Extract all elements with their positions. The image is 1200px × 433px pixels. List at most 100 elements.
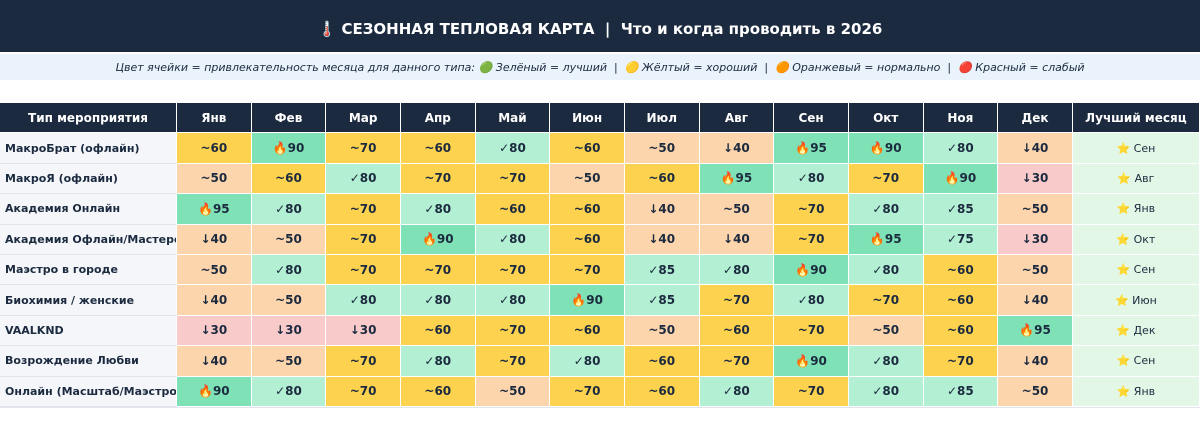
heat-cell: ~70 xyxy=(326,254,401,286)
heat-cell: ~60 xyxy=(550,224,625,255)
heat-cell: ~50 xyxy=(998,254,1073,286)
heat-cell: 🔥90 xyxy=(774,254,849,286)
heat-cell: 🔥90 xyxy=(774,346,849,377)
heat-cell: ✓80 xyxy=(848,194,924,225)
heat-cell: ↓40 xyxy=(177,285,252,316)
row-name: Академия Онлайн xyxy=(0,194,177,225)
best-month: ⭐ Янв xyxy=(1072,376,1200,407)
heat-cell: ↓30 xyxy=(326,315,401,347)
row-name: Биохимия / женские xyxy=(0,285,177,316)
heat-cell: ~60 xyxy=(550,133,625,164)
heat-cell: ~60 xyxy=(624,346,700,377)
heat-cell: ~70 xyxy=(475,163,551,195)
row-name: VAALKND xyxy=(0,315,177,347)
heat-cell: ~70 xyxy=(400,163,476,195)
heat-cell: ~70 xyxy=(923,346,999,377)
heat-cell: 🔥90 xyxy=(400,224,476,255)
heat-cell: 🔥95 xyxy=(699,163,775,195)
row-name: МакроБрат (офлайн) xyxy=(0,133,177,164)
header-cell: Июл xyxy=(624,103,700,134)
heat-cell: ~60 xyxy=(400,133,476,164)
heat-cell: ~50 xyxy=(177,163,252,195)
row-name: МакроЯ (офлайн) xyxy=(0,163,177,195)
heat-cell: ~70 xyxy=(774,194,849,225)
heat-cell: ✓80 xyxy=(475,224,551,255)
header-cell: Май xyxy=(475,103,551,134)
best-month: ⭐ Окт xyxy=(1072,224,1200,255)
blank-row xyxy=(0,407,1200,433)
heat-cell: ~70 xyxy=(699,285,775,316)
header-cell: Сен xyxy=(774,103,849,134)
heat-cell: ↓40 xyxy=(998,285,1073,316)
heat-cell: ~50 xyxy=(998,194,1073,225)
heat-cell: ~60 xyxy=(550,315,625,347)
heat-cell: ✓80 xyxy=(400,285,476,316)
heat-cell: ↓30 xyxy=(251,315,327,347)
heat-cell: ~50 xyxy=(998,376,1073,407)
heat-cell: ~70 xyxy=(774,315,849,347)
heat-cell: ~70 xyxy=(475,254,551,286)
heat-cell: ✓80 xyxy=(326,285,401,316)
heat-cell: ✓80 xyxy=(475,133,551,164)
heat-cell: ✓80 xyxy=(400,346,476,377)
heat-cell: ~50 xyxy=(624,133,700,164)
heat-cell: 🔥95 xyxy=(177,194,252,225)
row-name: Маэстро в городе xyxy=(0,254,177,286)
heat-cell: ~70 xyxy=(550,254,625,286)
heat-cell: ~70 xyxy=(400,254,476,286)
heat-cell: 🔥90 xyxy=(550,285,625,316)
heat-cell: ✓80 xyxy=(923,133,999,164)
best-month: ⭐ Авг xyxy=(1072,163,1200,195)
heat-cell: ↓40 xyxy=(624,224,700,255)
heat-cell: ~70 xyxy=(699,346,775,377)
heat-cell: ~60 xyxy=(251,163,327,195)
heat-cell: ~60 xyxy=(699,315,775,347)
heat-cell: ↓40 xyxy=(177,224,252,255)
heat-cell: ↓40 xyxy=(624,194,700,225)
heat-cell: ✓80 xyxy=(848,346,924,377)
legend: Цвет ячейки = привлекательность месяца д… xyxy=(0,54,1200,80)
heat-cell: ↓40 xyxy=(998,346,1073,377)
title: 🌡️ СЕЗОННАЯ ТЕПЛОВАЯ КАРТА | Что и когда… xyxy=(0,6,1200,52)
heat-cell: ✓80 xyxy=(774,285,849,316)
heat-cell: ~50 xyxy=(177,254,252,286)
heat-cell: ↓40 xyxy=(699,224,775,255)
header-cell: Дек xyxy=(998,103,1073,134)
heat-cell: ~60 xyxy=(400,315,476,347)
heat-cell: ~50 xyxy=(624,315,700,347)
row-name: Возрождение Любви xyxy=(0,346,177,377)
heat-cell: ✓80 xyxy=(326,163,401,195)
heat-cell: ~60 xyxy=(624,163,700,195)
heat-cell: ~60 xyxy=(400,376,476,407)
header-cell: Лучший месяц xyxy=(1072,103,1200,134)
heat-cell: ✓80 xyxy=(475,285,551,316)
best-month: ⭐ Июн xyxy=(1072,285,1200,316)
heat-cell: ↓30 xyxy=(177,315,252,347)
header-cell: Авг xyxy=(699,103,775,134)
heat-cell: ✓80 xyxy=(251,254,327,286)
heat-cell: ~50 xyxy=(251,346,327,377)
heat-cell: 🔥95 xyxy=(998,315,1073,347)
heat-cell: ~70 xyxy=(475,346,551,377)
heat-cell: ~50 xyxy=(251,285,327,316)
heat-cell: ~60 xyxy=(923,315,999,347)
header-cell: Ноя xyxy=(923,103,999,134)
heat-cell: ~50 xyxy=(699,194,775,225)
best-month: ⭐ Янв xyxy=(1072,194,1200,225)
heat-cell: ~70 xyxy=(326,133,401,164)
heat-cell: ✓80 xyxy=(251,194,327,225)
row-name: Академия Офлайн/Мастеров xyxy=(0,224,177,255)
heat-cell: ~70 xyxy=(326,376,401,407)
best-month: ⭐ Сен xyxy=(1072,133,1200,164)
heat-cell: ↓40 xyxy=(699,133,775,164)
heat-cell: ✓85 xyxy=(624,254,700,286)
heat-cell: ~60 xyxy=(624,376,700,407)
heat-cell: ~50 xyxy=(848,315,924,347)
heat-cell: ~60 xyxy=(923,285,999,316)
heat-cell: ~70 xyxy=(774,224,849,255)
header-cell: Окт xyxy=(848,103,924,134)
heat-cell: ✓80 xyxy=(848,376,924,407)
heat-cell: ✓80 xyxy=(400,194,476,225)
heat-cell: 🔥90 xyxy=(177,376,252,407)
